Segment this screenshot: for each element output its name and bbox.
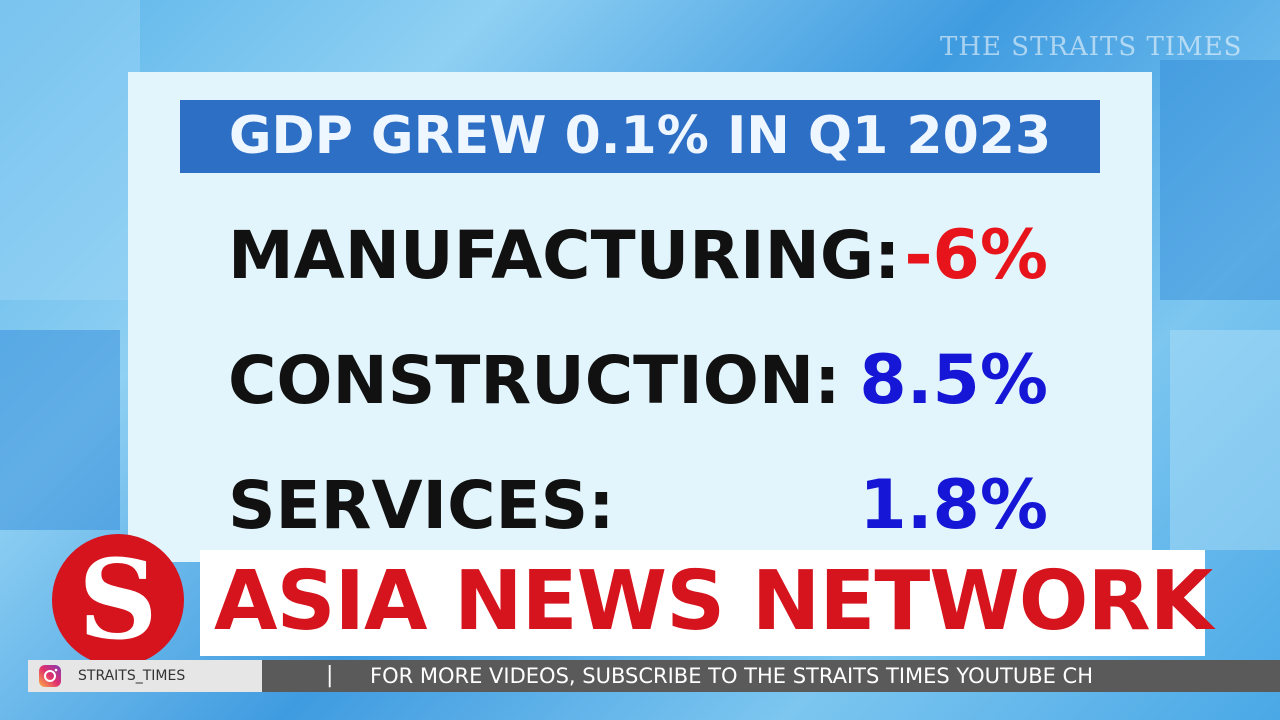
banner-title: ASIA NEWS NETWORK: [214, 554, 1213, 649]
ticker-separator: |: [326, 663, 334, 688]
logo: S: [52, 534, 184, 666]
ticker-handle-box: [28, 660, 262, 692]
banner: [200, 550, 1205, 656]
watermark: THE STRAITS TIMES: [940, 32, 1243, 62]
ticker-text: FOR MORE VIDEOS, SUBSCRIBE TO THE STRAIT…: [370, 664, 1094, 688]
ticker-handle: STRAITS_TIMES: [78, 668, 186, 684]
background-tile: [0, 330, 120, 530]
background-tile: [1160, 60, 1280, 300]
row-label: SERVICES:: [228, 467, 615, 544]
instagram-icon: [39, 665, 61, 687]
row-value: -6%: [904, 216, 1048, 295]
card-title: GDP GREW 0.1% IN Q1 2023: [180, 100, 1100, 173]
row-label: CONSTRUCTION:: [228, 342, 841, 419]
background-tile: [1170, 330, 1280, 550]
background-tile: [0, 0, 140, 300]
row-value: 1.8%: [859, 466, 1048, 545]
ticker-bar: [262, 660, 1280, 692]
row-label: MANUFACTURING:: [228, 217, 901, 294]
row-value: 8.5%: [859, 341, 1048, 420]
